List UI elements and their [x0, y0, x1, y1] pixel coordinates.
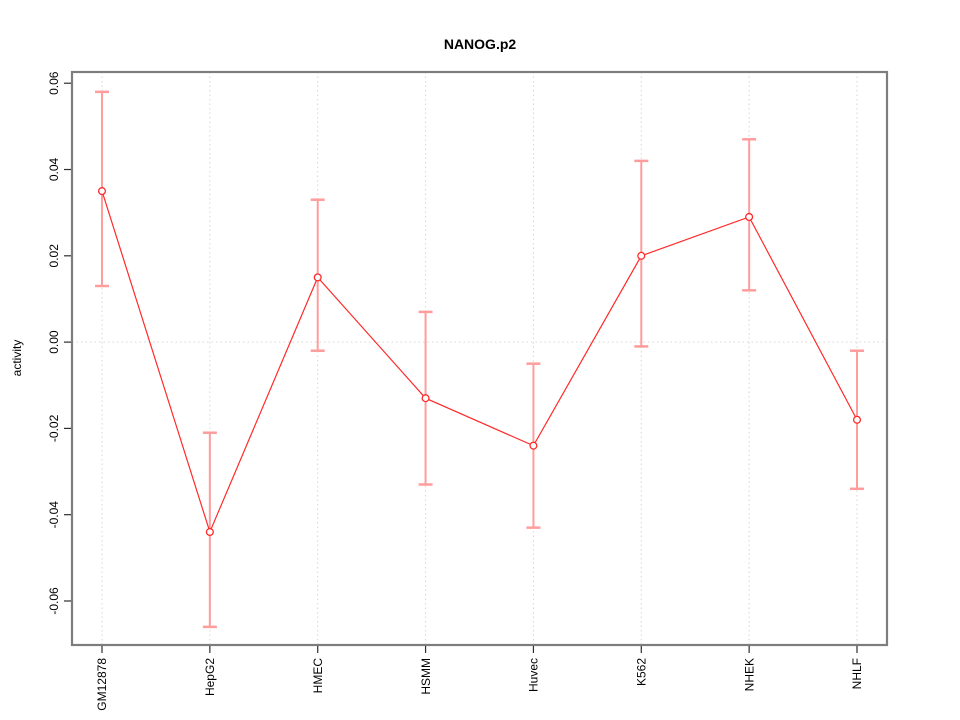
axes-layer: GM12878 HepG2 HMEC HSMM Huvec K562 NHEK NHLF -0.…: [47, 71, 864, 710]
data-point-hmec: [313, 273, 322, 282]
x-tick-label-nhlf: NHLF: [850, 658, 864, 689]
data-layer: [95, 90, 864, 629]
y-tick-label--0.06: -0.06: [47, 587, 61, 615]
series-line-activity: [101, 190, 858, 534]
x-tick-label-nhek: NHEK: [742, 658, 756, 691]
y-tick-label--0.02: -0.02: [47, 414, 61, 442]
data-point-gm12878: [97, 187, 107, 196]
data-point-nhlf: [852, 415, 862, 424]
x-tick-label-hepg2: HepG2: [203, 658, 217, 696]
data-point-nhek: [745, 212, 754, 222]
y-tick-label-0.06: 0.06: [47, 71, 61, 95]
x-tick-label-k562: K562: [634, 658, 648, 686]
chart-title: NANOG.p2: [444, 36, 517, 52]
y-axis-title: activity: [10, 340, 24, 377]
data-point-hepg2: [205, 527, 214, 537]
x-tick-label-hsmm: HSMM: [419, 658, 433, 695]
y-tick-label--0.04: -0.04: [47, 501, 61, 529]
y-tick-label-0.00: 0.00: [47, 330, 61, 354]
data-point-k562: [637, 251, 646, 260]
data-point-huvec: [529, 441, 538, 450]
grid-layer: [72, 72, 887, 645]
x-tick-label-gm12878: GM12878: [95, 658, 109, 711]
x-tick-label-huvec: Huvec: [527, 658, 541, 692]
y-tick-label-0.04: 0.04: [47, 158, 61, 182]
x-tick-label-hmec: HMEC: [311, 658, 325, 694]
frame-layer: [70, 70, 889, 647]
y-tick-label-0.02: 0.02: [47, 244, 61, 268]
plot-frame: [70, 70, 889, 647]
data-point-hsmm: [421, 394, 430, 403]
